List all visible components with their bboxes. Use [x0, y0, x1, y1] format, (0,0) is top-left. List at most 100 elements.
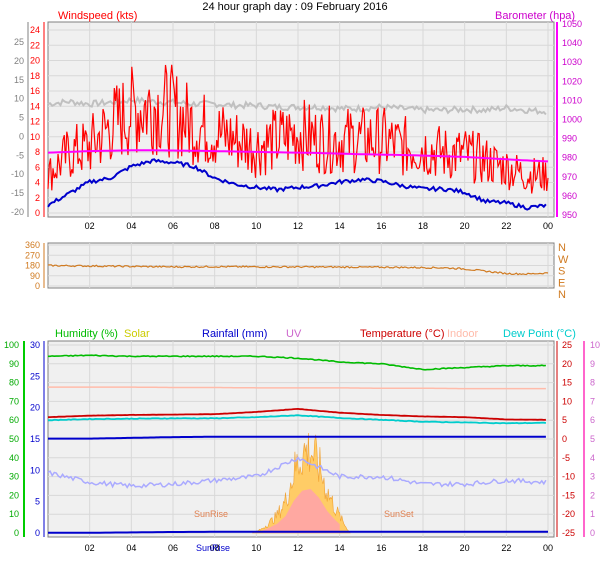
hour-label: 18: [418, 543, 428, 553]
uv-area: [262, 489, 340, 533]
barometer-tick-label: 1010: [562, 95, 582, 105]
uv-line: [47, 456, 547, 489]
legend-entry: Rainfall (mm): [202, 328, 267, 340]
hour-label: 22: [501, 543, 511, 553]
uv-tick-label: 3: [590, 472, 595, 482]
uv-tick-label: 0: [590, 528, 595, 538]
uv-tick-label: 4: [590, 453, 595, 463]
hour-label: 18: [418, 221, 428, 231]
humidity-temp-series: [47, 354, 548, 534]
far-left-tick-label: -15: [11, 188, 24, 198]
legend-entry: Temperature (°C): [360, 328, 444, 340]
far-left-tick-label: -10: [11, 169, 24, 179]
hour-label: 10: [251, 221, 261, 231]
uv-tick-label: 2: [590, 490, 595, 500]
barometer-tick-label: 990: [562, 134, 577, 144]
windspeed-tick-label: 2: [35, 193, 40, 203]
humidity-tick-label: 0: [14, 528, 19, 538]
compass-label: W: [558, 254, 569, 266]
far-left-tick-label: 20: [14, 56, 24, 66]
temperature-tick-label: 5: [562, 415, 567, 425]
windspeed-tick-label: 0: [35, 208, 40, 218]
humidity-temp-hour-labels: 02 04 06 08 10 12 14 16 18 20 22 00: [85, 543, 553, 553]
far-left-tick-label: 15: [14, 75, 24, 85]
legend-entry: Solar: [124, 328, 150, 340]
direction-tick-label: 90: [30, 271, 40, 281]
rainfall-tick-label: 15: [30, 434, 40, 444]
uv-tick-label: 5: [590, 434, 595, 444]
barometer-tick-label: 970: [562, 172, 577, 182]
humidity-tick-label: 50: [9, 434, 19, 444]
hour-label: 20: [460, 543, 470, 553]
rainfall-tick-label: 5: [35, 497, 40, 507]
windspeed-tick-label: 8: [35, 147, 40, 157]
windspeed-tick-label: 16: [30, 86, 40, 96]
hour-label: 04: [126, 543, 136, 553]
direction-tick-label: 360: [25, 240, 40, 250]
legend-entry: Indoor: [447, 328, 479, 340]
humidity-tick-label: 80: [9, 378, 19, 388]
direction-series: [47, 264, 549, 276]
hour-label: 00: [543, 221, 553, 231]
sunset-label: SunSet: [384, 509, 414, 519]
windspeed-tick-label: 20: [30, 56, 40, 66]
indoor-temperature-line: [48, 386, 546, 390]
average-wind-series-line: [47, 158, 547, 211]
hour-label: 12: [293, 221, 303, 231]
hour-label: 08: [210, 221, 220, 231]
barometer-axis-title: Barometer (hpa): [495, 10, 575, 22]
wind-baro-hour-labels: 02 04 06 08 10 12 14 16 18 20 22 00: [85, 221, 553, 231]
barometer-tick-label: 1050: [562, 19, 582, 29]
windspeed-tick-label: 22: [30, 40, 40, 50]
direction-tick-label: 180: [25, 261, 40, 271]
hour-label: 02: [85, 543, 95, 553]
barometer-tick-label: 950: [562, 210, 577, 220]
temperature-tick-label: 10: [562, 396, 572, 406]
compass-label: N: [558, 242, 566, 254]
legend-entry: UV: [286, 328, 302, 340]
windspeed-tick-label: 18: [30, 71, 40, 81]
temperature-tick-label: -25: [562, 528, 575, 538]
humidity-temp-legend: Humidity (%) Solar Rainfall (mm) UV Temperat…: [55, 328, 576, 340]
windspeed-tick-label: 24: [30, 25, 40, 35]
barometer-tick-label: 960: [562, 191, 577, 201]
rainfall-tick-label: 25: [30, 371, 40, 381]
temperature-tick-label: -5: [562, 453, 570, 463]
compass-label: E: [558, 277, 565, 289]
windspeed-tick-label: 14: [30, 101, 40, 111]
windspeed-tick-label: 10: [30, 132, 40, 142]
humidity-tick-label: 40: [9, 453, 19, 463]
temperature-tick-label: 25: [562, 340, 572, 350]
temperature-line: [47, 407, 546, 421]
barometer-tick-label: 1040: [562, 38, 582, 48]
direction-tick-label: 270: [25, 250, 40, 260]
windspeed-tick-label: 4: [35, 178, 40, 188]
humidity-tick-label: 100: [4, 340, 19, 350]
temperature-tick-label: -10: [562, 472, 575, 482]
rainfall-tick-label: 0: [35, 528, 40, 538]
direction-series-line: [47, 264, 549, 276]
wind-baro-ticks: 2422201816141210864202520151050-5-10-15-…: [11, 19, 582, 220]
humidity-tick-label: 90: [9, 359, 19, 369]
humidity-tick-label: 10: [9, 509, 19, 519]
rainfall-baseline: [48, 530, 548, 534]
hour-label: 06: [168, 221, 178, 231]
humidity-line: [48, 354, 546, 371]
humidity-temp-ticks: 1009080706050403020100302520151050252015…: [4, 340, 600, 538]
compass-label: N: [558, 289, 566, 301]
dew-point-line: [47, 414, 547, 425]
gust-series-line: [47, 64, 549, 194]
barometer-series-line: [47, 149, 549, 163]
hour-label: 16: [376, 543, 386, 553]
hour-label: 02: [85, 221, 95, 231]
humidity-tick-label: 70: [9, 396, 19, 406]
far-left-tick-label: 25: [14, 37, 24, 47]
barometer-tick-label: 1020: [562, 76, 582, 86]
rainfall-tick-label: 20: [30, 403, 40, 413]
far-left-tick-label: 5: [19, 113, 24, 123]
hour-label: 20: [460, 221, 470, 231]
rainfall-tick-label: 30: [30, 340, 40, 350]
